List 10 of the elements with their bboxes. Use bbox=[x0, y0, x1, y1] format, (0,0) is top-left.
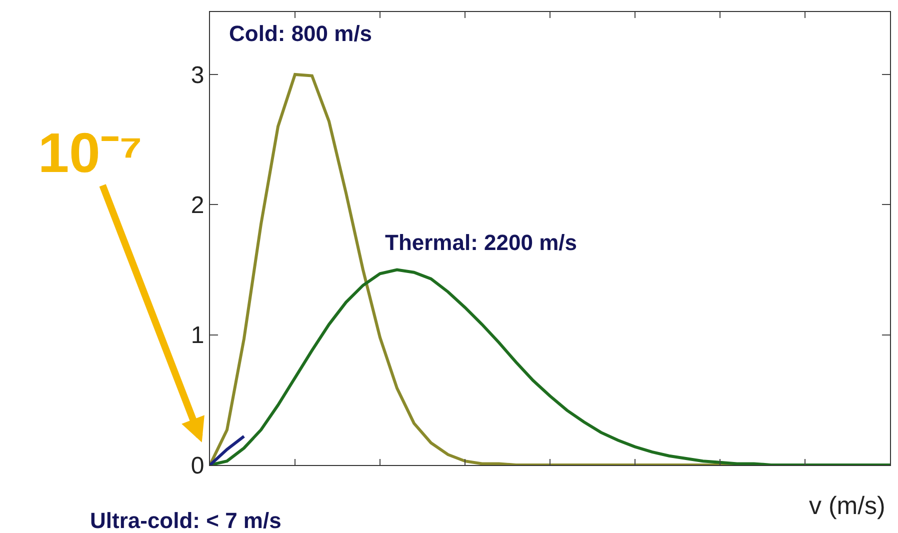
y-tick-label: 3 bbox=[190, 62, 204, 89]
line-series bbox=[210, 268, 890, 465]
text: 10⁻⁷ bbox=[38, 121, 142, 184]
y-tick-label: 1 bbox=[190, 322, 204, 350]
annotation: Cold: 800 m/s bbox=[229, 21, 372, 46]
text: Ultra-cold: < 7 m/s bbox=[90, 508, 282, 533]
y-tick-label: 0 bbox=[190, 452, 204, 480]
x-axis-title: v (m/s) bbox=[809, 492, 886, 520]
y-tick-label: 2 bbox=[190, 192, 204, 220]
annotation: Thermal: 2200 m/s bbox=[385, 230, 577, 255]
